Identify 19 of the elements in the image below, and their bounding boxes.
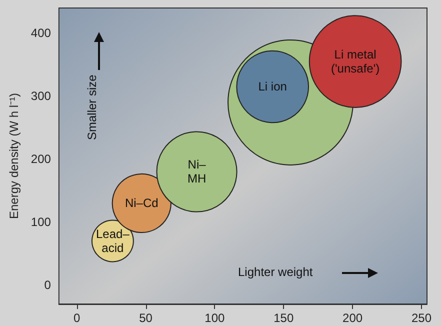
y-tick-label: 100 [30,215,52,230]
y-tick-label: 400 [30,26,52,40]
series-label: Lead– acid [96,227,130,256]
y-tick-label: 200 [30,152,52,166]
series-label: Ni–Cd [124,196,158,210]
x-tick-label: 0 [74,311,80,325]
annotation: Lighter weight [238,265,314,279]
x-tick-label: 250 [411,311,432,325]
y-tick-label: 0 [44,278,52,292]
y-axis-title: Energy density (W h l⁻¹) [7,92,21,220]
y-tick-label: 300 [30,89,52,104]
x-tick-label: 150 [274,311,294,325]
annotation: Smaller size [85,74,99,140]
x-tick-label: 200 [342,311,363,325]
series-label: Ni– MH [187,158,206,186]
series-label: Li metal ('unsafe') [331,48,380,76]
x-tick-label: 50 [139,311,153,325]
series-label: Li ion [258,80,287,94]
x-tick-label: 100 [204,311,226,325]
